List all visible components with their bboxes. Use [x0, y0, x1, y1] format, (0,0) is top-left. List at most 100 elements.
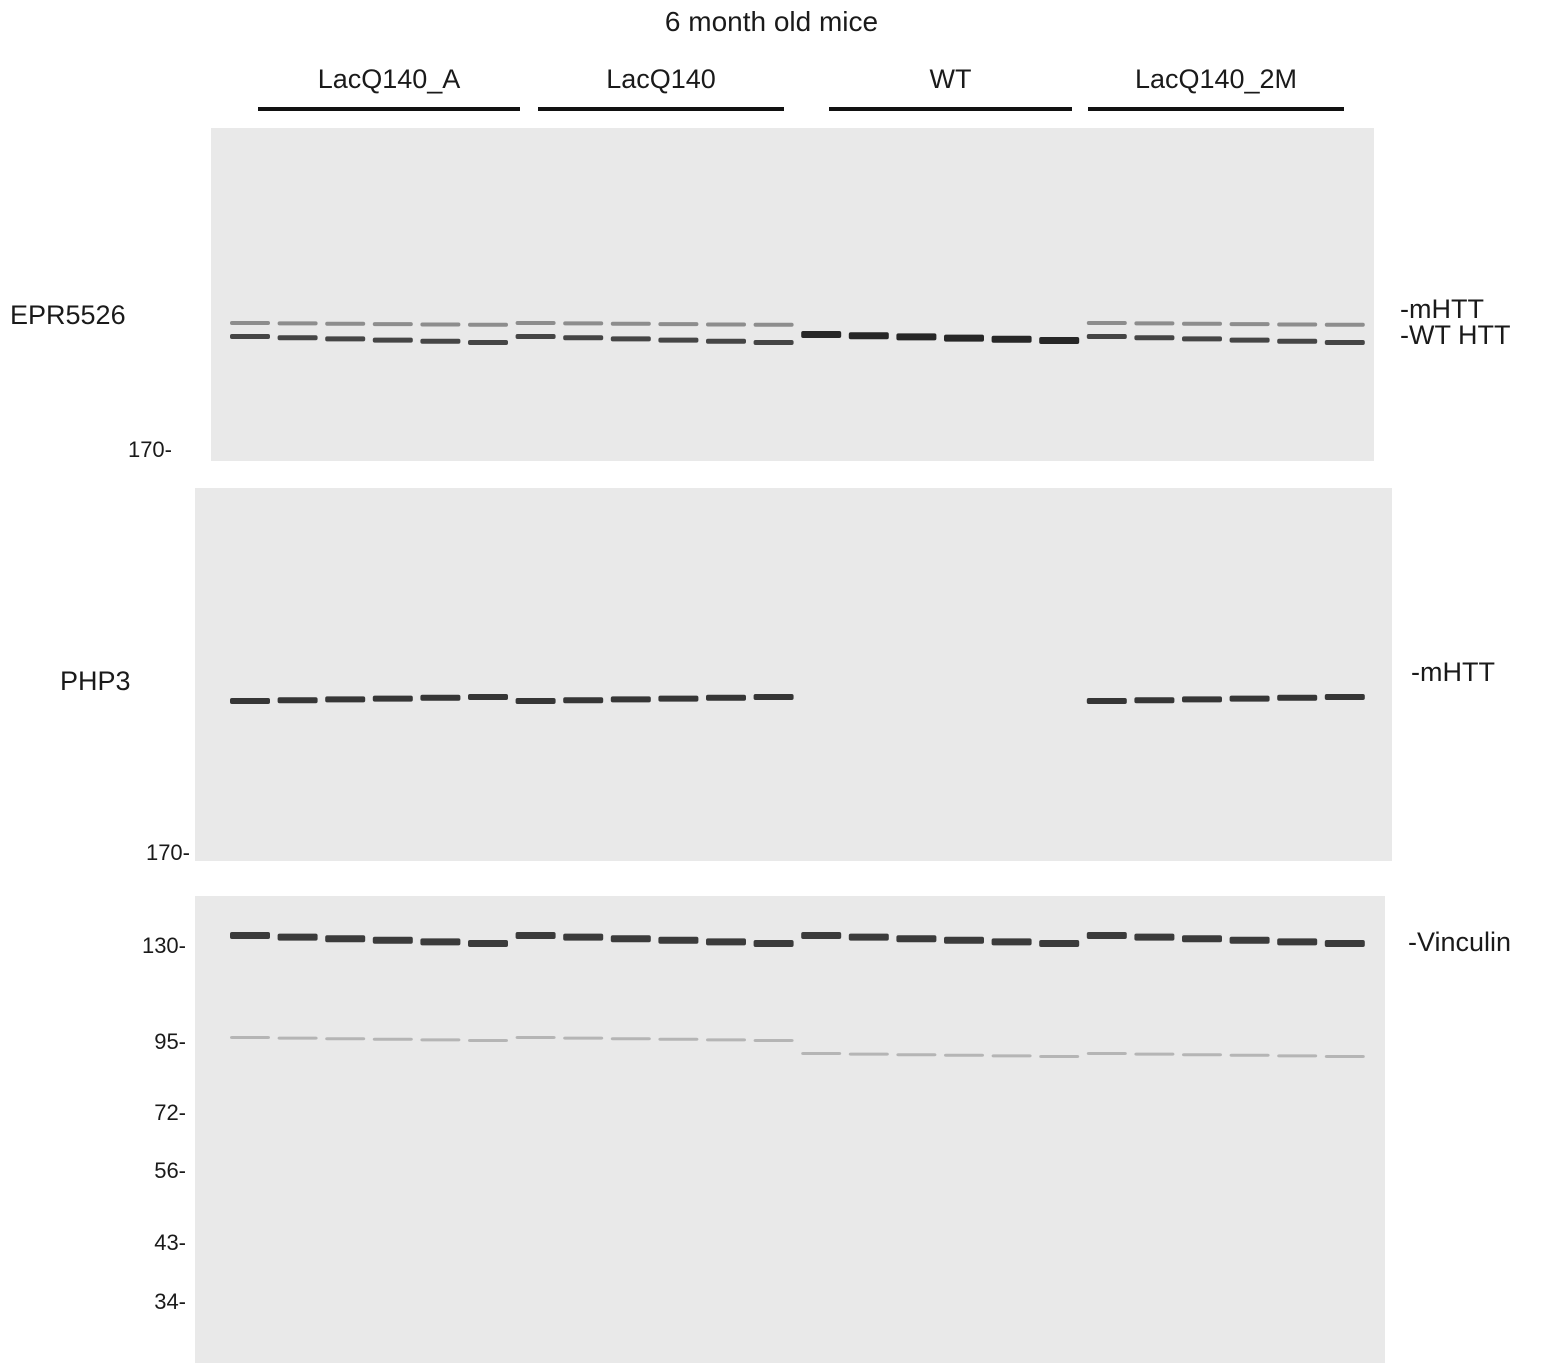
band-vinculin — [1039, 940, 1080, 947]
band-nonspecific — [420, 1038, 461, 1042]
band-nonspecific — [944, 1053, 984, 1057]
band-nonspecific — [991, 1054, 1032, 1058]
band-label-mhtt: -mHTT — [1411, 657, 1495, 687]
band-wt-htt — [277, 335, 318, 341]
band-mhtt — [658, 322, 699, 327]
band-mhtt — [563, 697, 604, 704]
band-mhtt — [1182, 321, 1222, 326]
band-wt-htt — [706, 338, 746, 344]
band-nonspecific — [1277, 1054, 1318, 1058]
band-mhtt — [277, 321, 318, 326]
band-vinculin — [1134, 933, 1175, 941]
band-mhtt — [1229, 695, 1270, 702]
band-vinculin — [1086, 932, 1127, 939]
band-mhtt — [610, 321, 651, 326]
band-mhtt — [753, 322, 794, 327]
band-wt-htt — [230, 334, 270, 339]
band-wt-htt — [1039, 337, 1080, 344]
mw-marker-56: 56- — [154, 1158, 186, 1183]
band-vinculin — [944, 936, 984, 944]
band-vinculin — [991, 938, 1032, 946]
band-mhtt — [325, 696, 366, 703]
band-wt-htt — [991, 335, 1032, 343]
band-mhtt — [706, 322, 746, 327]
band-mhtt — [468, 322, 508, 327]
band-mhtt — [420, 694, 461, 701]
band-mhtt — [1277, 322, 1318, 327]
band-vinculin — [658, 936, 699, 944]
band-wt-htt — [325, 336, 366, 342]
band-mhtt — [325, 321, 366, 326]
band-nonspecific — [230, 1036, 270, 1039]
band-mhtt — [658, 695, 699, 702]
band-wt-htt — [610, 336, 651, 342]
band-vinculin — [801, 932, 842, 939]
band-wt-htt — [1229, 337, 1270, 343]
band-vinculin — [372, 936, 413, 944]
band-wt-htt — [468, 340, 508, 345]
band-vinculin — [753, 940, 794, 947]
band-nonspecific — [372, 1037, 413, 1041]
band-nonspecific — [658, 1037, 699, 1041]
band-vinculin — [896, 935, 937, 943]
group-label-lacq140-2m: LacQ140_2M — [1134, 64, 1298, 94]
band-wt-htt — [658, 337, 699, 343]
band-nonspecific — [1324, 1055, 1365, 1058]
band-vinculin — [277, 933, 318, 941]
band-mhtt — [753, 694, 794, 700]
band-nonspecific — [515, 1036, 556, 1039]
band-mhtt — [1182, 696, 1222, 703]
group-underline — [829, 107, 1072, 111]
band-wt-htt — [753, 340, 794, 345]
band-mhtt — [1134, 321, 1175, 326]
band-wt-htt — [848, 332, 889, 340]
band-mhtt — [1086, 698, 1127, 704]
mw-marker-72: 72- — [154, 1100, 186, 1125]
band-vinculin — [706, 938, 746, 946]
band-mhtt — [230, 698, 270, 704]
band-wt-htt — [1086, 334, 1127, 339]
mw-marker-170: 170- — [127, 437, 172, 462]
mw-marker-43: 43- — [154, 1230, 186, 1255]
band-mhtt — [563, 321, 604, 326]
band-nonspecific — [896, 1053, 937, 1057]
band-mhtt — [1134, 697, 1175, 704]
band-wt-htt — [896, 333, 937, 341]
group-label-wt: WT — [929, 64, 972, 94]
band-nonspecific — [563, 1036, 604, 1040]
band-vinculin — [848, 933, 889, 941]
band-mhtt — [420, 322, 461, 327]
band-mhtt — [372, 322, 413, 327]
band-wt-htt — [1277, 338, 1318, 344]
band-nonspecific — [801, 1052, 842, 1055]
band-nonspecific — [468, 1039, 508, 1042]
blot-panel-php3 — [195, 488, 1392, 861]
band-nonspecific — [1229, 1053, 1270, 1057]
band-mhtt — [1229, 322, 1270, 327]
group-underline — [1088, 107, 1344, 111]
band-nonspecific — [1086, 1052, 1127, 1055]
band-mhtt — [468, 694, 508, 700]
band-vinculin — [563, 933, 604, 941]
band-wt-htt — [1134, 335, 1175, 341]
mw-marker-130: 130- — [141, 933, 186, 958]
band-label-wt-htt: -WT HTT — [1400, 320, 1511, 350]
blot-panel-vinculin — [195, 896, 1385, 1363]
band-vinculin — [325, 935, 366, 943]
band-vinculin — [610, 935, 651, 943]
band-nonspecific — [610, 1037, 651, 1041]
band-nonspecific — [848, 1052, 889, 1056]
band-wt-htt — [1182, 336, 1222, 342]
band-mhtt — [277, 697, 318, 704]
band-mhtt — [610, 696, 651, 703]
antibody-label-php3: PHP3 — [60, 666, 131, 696]
band-vinculin — [1324, 940, 1365, 947]
mw-marker-34: 34- — [154, 1289, 186, 1314]
band-wt-htt — [515, 334, 556, 339]
band-mhtt — [706, 694, 746, 701]
group-underline — [538, 107, 784, 111]
band-vinculin — [1229, 936, 1270, 944]
band-vinculin — [468, 940, 508, 947]
mw-marker-95: 95- — [154, 1029, 186, 1054]
band-mhtt — [515, 321, 556, 325]
